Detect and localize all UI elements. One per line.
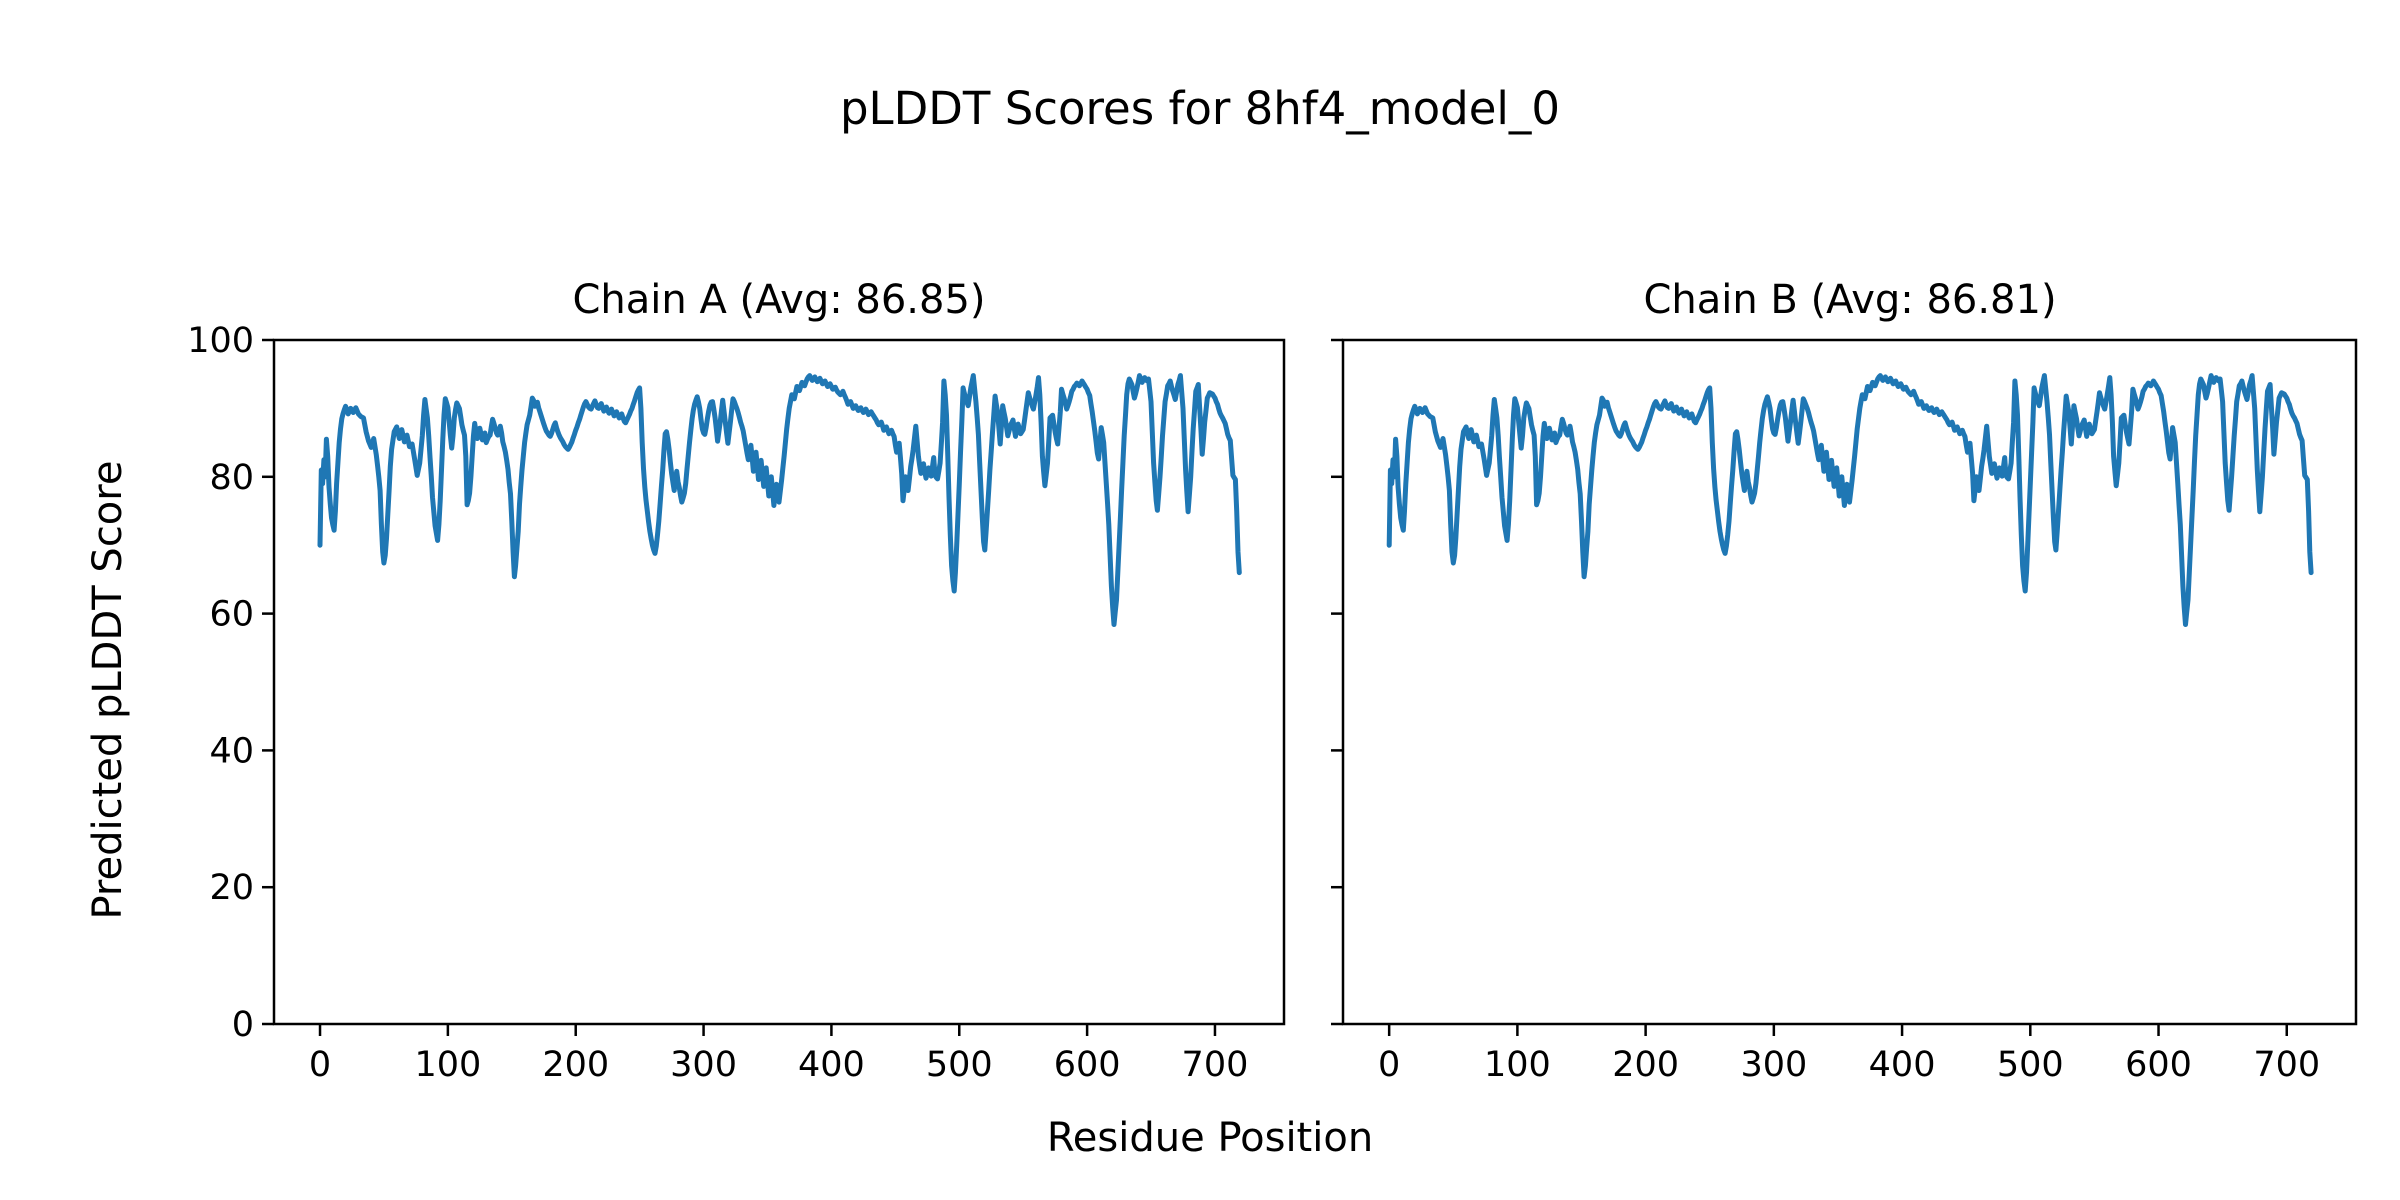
figure-title: pLDDT Scores for 8hf4_model_0 [839,82,1561,135]
subplot-b-title: Chain B (Avg: 86.81) [1643,277,2057,323]
y-tick-label: 0 [232,1005,254,1045]
x-tick-label: 600 [2125,1045,2192,1085]
x-tick-label: 100 [1484,1045,1551,1085]
axes-box [1341,338,2358,1026]
x-tick-label: 200 [542,1045,609,1085]
subplot-a-title: Chain A (Avg: 86.85) [572,277,986,323]
x-tick-label: 400 [798,1045,865,1085]
plddt-line-chain-a [317,373,1242,627]
y-tick-label: 80 [209,458,254,498]
x-tick-label: 500 [926,1045,993,1085]
y-tick-label: 20 [209,868,254,908]
x-tick-label: 0 [309,1045,331,1085]
axes-box [272,338,1286,1026]
x-tick-label: 200 [1612,1045,1679,1085]
y-tick-label: 100 [187,321,254,361]
y-tick-label: 40 [209,731,254,771]
x-tick-label: 300 [670,1045,737,1085]
x-tick-label: 600 [1054,1045,1121,1085]
x-tick-label: 300 [1740,1045,1807,1085]
x-axis-label: Residue Position [1046,1115,1374,1161]
x-tick-label: 700 [2253,1045,2320,1085]
plddt-line-chain-b [1386,373,2314,627]
x-tick-label: 500 [1997,1045,2064,1085]
x-tick-label: 0 [1378,1045,1400,1085]
y-tick-label: 60 [209,595,254,635]
x-tick-label: 400 [1869,1045,1936,1085]
y-axis-label: Predicted pLDDT Score [85,460,131,920]
x-tick-label: 700 [1182,1045,1249,1085]
x-tick-label: 100 [414,1045,481,1085]
